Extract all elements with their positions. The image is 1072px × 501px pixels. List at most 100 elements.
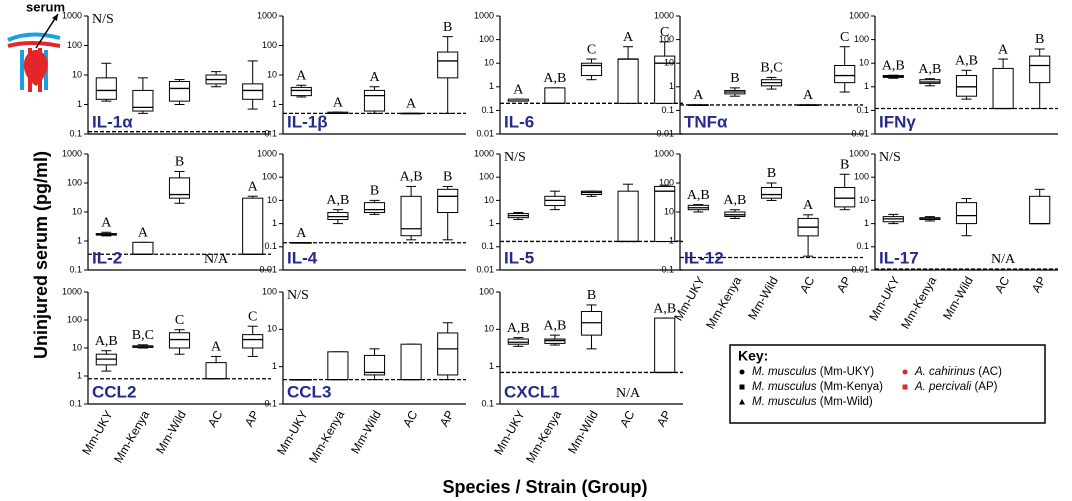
box <box>400 343 422 381</box>
box <box>205 71 227 88</box>
box-body <box>955 202 978 225</box>
box <box>437 36 459 114</box>
key-marker <box>902 384 908 390</box>
box <box>919 78 941 87</box>
key-marker <box>739 369 745 375</box>
group-letter: A,B <box>543 318 566 333</box>
y-tick-label: 1000 <box>849 10 869 20</box>
group-letter: B <box>730 71 739 86</box>
box <box>437 185 459 241</box>
y-tick-label: 100 <box>479 172 494 182</box>
group-letter: B,C <box>132 328 154 343</box>
y-tick-label: 10 <box>859 195 869 205</box>
box-body <box>654 185 676 242</box>
box-body <box>617 190 639 242</box>
box-body <box>242 334 264 349</box>
x-tick-label: Mm-UKY <box>671 274 707 323</box>
box <box>654 184 676 242</box>
box <box>327 209 349 225</box>
box <box>290 378 312 381</box>
group-letter: A,B <box>543 71 566 86</box>
y-tick-label: 10 <box>859 58 869 68</box>
box-body <box>363 354 386 376</box>
y-tick-label: 1 <box>489 218 494 228</box>
box <box>168 329 191 355</box>
y-tick-label: 1000 <box>474 148 494 158</box>
box-body <box>1029 195 1051 225</box>
box-body <box>654 55 676 104</box>
box <box>687 204 709 213</box>
x-tick-label: AC <box>992 274 1013 296</box>
key-title: Key: <box>738 348 768 364</box>
group-letter: A <box>998 42 1009 57</box>
box <box>242 325 264 357</box>
y-tick-label: 10 <box>72 342 82 352</box>
y-tick-label: 1 <box>77 370 82 380</box>
na-label: N/A <box>204 252 229 267</box>
x-tick-label: Mm-Wild <box>745 274 781 322</box>
y-tick-label: 1000 <box>257 148 277 158</box>
y-tick-label: 100 <box>262 286 277 296</box>
box-body <box>617 58 639 104</box>
group-letter: C <box>175 313 184 328</box>
significance-note: N/S <box>287 288 309 303</box>
y-tick-label: 10 <box>267 195 277 205</box>
key-entry: M. musculus (Mm-Wild) <box>752 396 873 408</box>
x-axis-label: Species / Strain (Group) <box>442 477 647 497</box>
group-letter: A,B <box>918 62 941 77</box>
y-tick-label: 1 <box>77 99 82 109</box>
y-tick-label: 10 <box>267 69 277 79</box>
box <box>1029 188 1051 225</box>
group-letter: C <box>248 309 257 324</box>
box-body <box>327 351 349 381</box>
x-tick-label: AC <box>797 274 818 296</box>
box <box>724 87 746 97</box>
box <box>617 183 639 243</box>
box <box>242 195 264 255</box>
y-tick-label: 1000 <box>654 148 674 158</box>
panel-title: IL-17 <box>879 248 919 267</box>
icon-label: serum <box>26 0 65 14</box>
y-tick-label: 100 <box>67 177 82 187</box>
box <box>544 87 566 104</box>
box <box>617 46 639 104</box>
group-letter: A <box>248 179 259 194</box>
box <box>687 104 709 106</box>
key-species: A. cahirinus <box>914 366 975 378</box>
group-letter: C <box>840 30 849 45</box>
box <box>400 185 422 241</box>
key-entry: A. percivali (AP) <box>914 381 998 393</box>
box-body <box>437 188 459 214</box>
box <box>205 355 227 380</box>
key-species: A. percivali <box>914 381 972 393</box>
box <box>882 74 904 79</box>
box-body <box>834 186 856 208</box>
box <box>955 69 978 100</box>
group-letter: A,B <box>687 188 710 203</box>
box <box>95 350 117 372</box>
x-tick-label: Mm-Kenya <box>898 274 939 332</box>
box <box>760 182 783 201</box>
group-letter: B <box>443 170 452 185</box>
y-tick-label: 1 <box>669 81 674 91</box>
box <box>132 241 154 255</box>
x-tick-label: AP <box>654 408 674 429</box>
group-letter: A,B <box>400 170 423 185</box>
x-tick-label: Mm-Kenya <box>306 408 347 466</box>
y-tick-label: 0.01 <box>656 128 674 138</box>
y-tick-label: 10 <box>484 58 494 68</box>
box <box>580 304 603 350</box>
y-tick-label: 1 <box>669 235 674 245</box>
group-letter: A <box>333 95 344 110</box>
box-body <box>760 186 783 199</box>
y-tick-label: 10 <box>484 195 494 205</box>
y-tick-label: 100 <box>479 286 494 296</box>
box-body <box>363 202 386 214</box>
box-body <box>544 87 566 104</box>
y-tick-label: 0.1 <box>856 241 869 251</box>
y-tick-label: 0.01 <box>476 264 494 274</box>
key-entry: M. musculus (Mm-UKY) <box>752 366 874 378</box>
box <box>834 46 856 93</box>
group-letter: A,B <box>723 193 746 208</box>
